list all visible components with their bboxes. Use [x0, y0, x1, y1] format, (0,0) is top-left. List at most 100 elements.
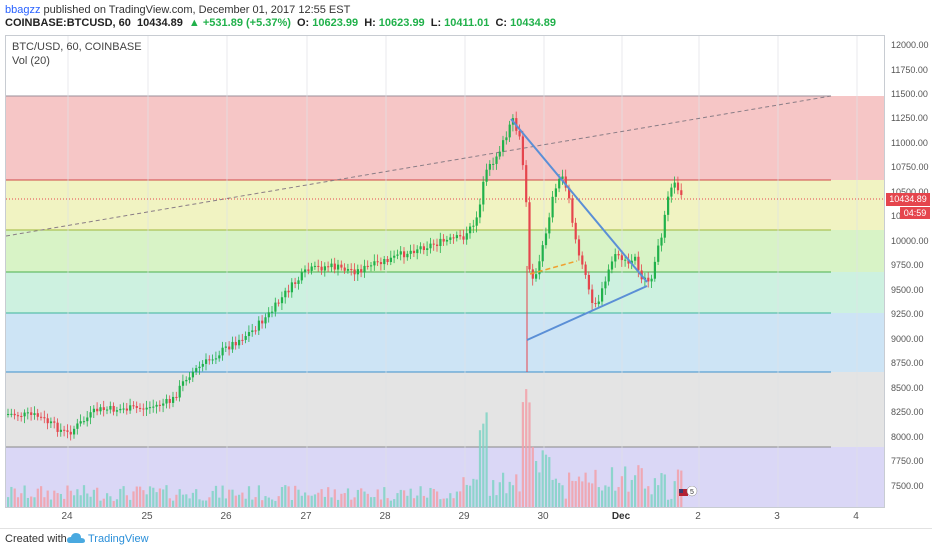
volume-bar: [10, 486, 13, 507]
candle-body: [40, 416, 43, 418]
volume-bar: [452, 498, 455, 507]
candle-body: [82, 421, 86, 423]
upper-trendline[interactable]: [510, 118, 648, 283]
price-tick: 10000.00: [891, 236, 929, 246]
last-price: 10434.89: [136, 17, 183, 29]
candle-body: [241, 339, 244, 341]
volume-bar: [26, 497, 29, 507]
chart-pane[interactable]: [5, 35, 885, 508]
volume-bar: [389, 500, 392, 507]
candle-body: [350, 269, 353, 271]
candle-body: [399, 251, 402, 255]
volume-bar: [492, 480, 495, 507]
volume-bar: [310, 495, 313, 507]
candle-body: [436, 244, 439, 247]
candle-body: [657, 245, 660, 262]
volume-bar: [228, 489, 231, 507]
candle-body: [195, 368, 198, 372]
volume-bar: [436, 491, 439, 507]
volume-bar: [49, 499, 53, 507]
candle-body: [558, 178, 561, 189]
candle-body: [376, 261, 379, 263]
volume-bar: [287, 486, 290, 507]
lower-trendline[interactable]: [526, 285, 648, 341]
close-value: 10434.89: [510, 17, 556, 29]
volume-bar: [627, 491, 630, 507]
volume-bar: [102, 498, 105, 507]
volume-bar: [69, 490, 72, 507]
price-tick: 9500.00: [891, 285, 924, 295]
candle-body: [297, 280, 300, 284]
candle-body: [287, 290, 290, 293]
candle-body: [112, 405, 115, 412]
orange-dashed-line[interactable]: [529, 260, 578, 275]
volume-bar: [653, 478, 656, 507]
volume-bar: [297, 489, 300, 507]
volume-bar: [284, 485, 287, 507]
volume-bar: [551, 479, 554, 507]
candle-body: [535, 274, 538, 279]
volume-bar: [330, 497, 333, 507]
candle-body: [528, 202, 531, 270]
time-axis[interactable]: 24 25 26 27 28 29 30 Dec 2 3 4: [5, 508, 885, 528]
time-tick: 24: [61, 511, 73, 522]
volume-bar: [564, 498, 567, 507]
candle-body: [554, 188, 557, 197]
candle-body: [541, 245, 544, 262]
candle-countdown-label: 04:59: [900, 207, 930, 219]
volume-bar: [53, 490, 56, 507]
candle-body: [630, 260, 633, 264]
price-axis[interactable]: 12000.00 11750.00 11500.00 11250.00 1100…: [885, 35, 932, 508]
volume-bar: [488, 495, 491, 507]
candle-body: [379, 262, 383, 265]
candle-body: [452, 237, 455, 239]
price-chart[interactable]: [6, 36, 885, 508]
candle-body: [185, 379, 188, 382]
volume-bar: [366, 493, 369, 507]
time-tick: 2: [695, 511, 701, 522]
candle-body: [102, 407, 105, 411]
volume-bar: [515, 474, 518, 507]
candle-body: [218, 355, 221, 359]
candle-body: [406, 253, 409, 258]
candle-body: [409, 250, 412, 254]
candle-body: [518, 130, 521, 137]
footer-bar: Created with TradingView: [0, 528, 932, 551]
volume-bar: [178, 489, 181, 507]
us-flag-icon: [679, 489, 688, 496]
candle-body: [198, 366, 201, 369]
volume-bar: [640, 468, 643, 507]
volume-bar: [238, 494, 241, 507]
candle-body: [7, 413, 10, 415]
volume-bar: [241, 492, 244, 507]
volume-bar: [449, 493, 452, 507]
volume-bar: [56, 493, 59, 507]
time-tick: 28: [379, 511, 391, 522]
candle-body: [168, 398, 171, 403]
volume-bar: [333, 489, 336, 507]
zone-green: [6, 230, 884, 272]
candle-body: [488, 163, 491, 170]
volume-bar: [617, 487, 620, 507]
volume-bar: [455, 491, 458, 507]
candle-body: [172, 396, 175, 403]
author-link[interactable]: bbagzz: [5, 4, 41, 16]
tradingview-brand-link[interactable]: TradingView: [88, 533, 149, 545]
candle-body: [478, 204, 482, 218]
candle-body: [155, 404, 158, 407]
volume-bar: [195, 489, 198, 507]
candle-body: [231, 341, 234, 350]
candle-body: [591, 289, 594, 304]
volume-bar: [518, 491, 521, 507]
event-flag-badge[interactable]: 5: [678, 485, 698, 500]
candle-body: [99, 407, 102, 412]
candle-body: [327, 266, 330, 268]
volume-bar: [129, 499, 132, 507]
candle-body: [482, 181, 485, 205]
candle-body: [59, 429, 62, 432]
candle-body: [221, 347, 224, 356]
volume-bar: [181, 494, 185, 507]
volume-bar: [528, 402, 531, 507]
price-tick: 10750.00: [891, 162, 929, 172]
volume-bar: [591, 483, 594, 507]
